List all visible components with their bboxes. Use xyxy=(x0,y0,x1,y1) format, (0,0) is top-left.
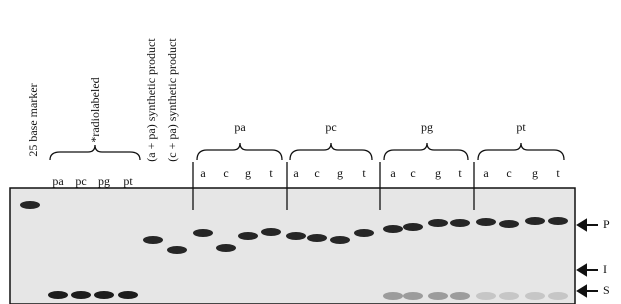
band xyxy=(525,292,545,300)
band xyxy=(330,236,350,244)
arrow-head xyxy=(578,220,586,230)
brace xyxy=(50,145,140,160)
marker-label: 25 base marker xyxy=(26,83,40,156)
radiolabeled-label: *radiolabeled xyxy=(88,77,102,142)
band xyxy=(383,225,403,233)
band xyxy=(71,291,91,299)
band xyxy=(216,244,236,252)
band xyxy=(428,219,448,227)
lane-label: pc xyxy=(75,174,86,188)
lane-label: g xyxy=(337,166,343,180)
band xyxy=(450,219,470,227)
band xyxy=(118,291,138,299)
band xyxy=(383,292,403,300)
group-label: pg xyxy=(421,120,433,134)
synthetic-label: (a + pa) synthetic product xyxy=(144,38,158,162)
band xyxy=(499,220,519,228)
lane-label: g xyxy=(532,166,538,180)
lane-label: a xyxy=(483,166,489,180)
brace xyxy=(197,143,282,160)
band xyxy=(238,232,258,240)
band xyxy=(548,292,568,300)
lane-label: c xyxy=(223,166,228,180)
lane-label: pt xyxy=(123,174,133,188)
lane-label: pg xyxy=(98,174,110,188)
band xyxy=(525,217,545,225)
band xyxy=(450,292,470,300)
band xyxy=(48,291,68,299)
band xyxy=(167,246,187,254)
gel xyxy=(10,188,575,304)
gel-figure: 25 base marker *radiolabeled (a + pa) sy… xyxy=(0,0,621,304)
lane-label: a xyxy=(200,166,206,180)
arrow-head xyxy=(578,286,586,296)
band xyxy=(403,223,423,231)
lane-label: t xyxy=(362,166,366,180)
brace xyxy=(478,143,564,160)
band-marker: P xyxy=(603,217,610,231)
band xyxy=(193,229,213,237)
lane-label: c xyxy=(410,166,415,180)
brace xyxy=(290,143,372,160)
band-marker: I xyxy=(603,262,607,276)
band xyxy=(261,228,281,236)
arrow-head xyxy=(578,265,586,275)
band xyxy=(94,291,114,299)
lane-label: g xyxy=(245,166,251,180)
band xyxy=(476,218,496,226)
band xyxy=(476,292,496,300)
lane-label: t xyxy=(458,166,462,180)
band xyxy=(403,292,423,300)
band xyxy=(499,292,519,300)
group-label: pc xyxy=(325,120,336,134)
band-marker: S xyxy=(603,283,610,297)
group-label: pt xyxy=(516,120,526,134)
band xyxy=(307,234,327,242)
band xyxy=(548,217,568,225)
band xyxy=(20,201,40,209)
brace xyxy=(384,143,468,160)
lane-label: t xyxy=(269,166,273,180)
lane-label: c xyxy=(314,166,319,180)
band xyxy=(143,236,163,244)
band xyxy=(354,229,374,237)
lane-label: pa xyxy=(52,174,64,188)
lane-label: a xyxy=(390,166,396,180)
group-label: pa xyxy=(234,120,246,134)
lane-label: t xyxy=(556,166,560,180)
lane-label: c xyxy=(506,166,511,180)
synthetic-label: (c + pa) synthetic product xyxy=(165,38,179,162)
lane-label: a xyxy=(293,166,299,180)
lane-label: g xyxy=(435,166,441,180)
band xyxy=(286,232,306,240)
band xyxy=(428,292,448,300)
